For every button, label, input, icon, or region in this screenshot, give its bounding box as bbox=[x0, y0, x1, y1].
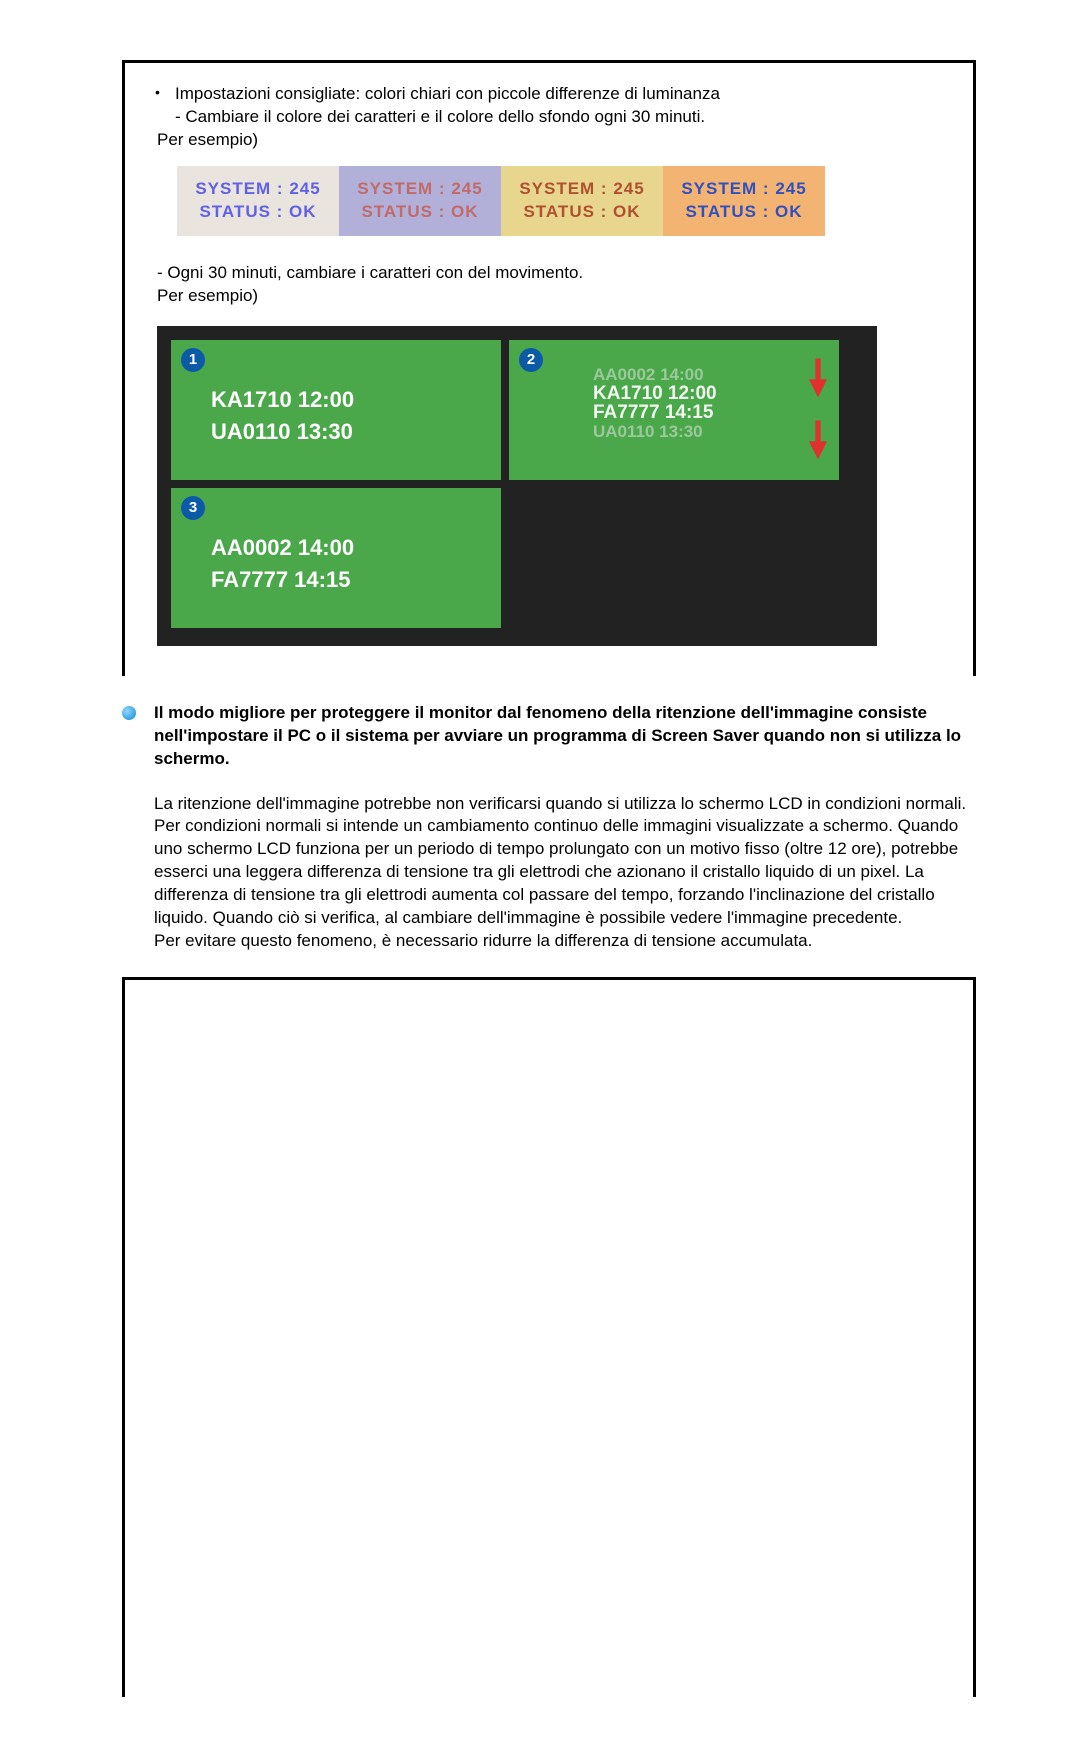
example-label-2: Per esempio) bbox=[157, 285, 955, 308]
color-box-1: SYSTEM : 245 STATUS : OK bbox=[177, 166, 339, 236]
scroll-arrows bbox=[805, 358, 831, 460]
panel-lines: AA0002 14:00 FA7777 14:15 bbox=[211, 532, 354, 596]
sys-text: SYSTEM : 245 bbox=[357, 178, 482, 201]
page: Impostazioni consigliate: colori chiari … bbox=[0, 0, 1080, 1737]
line-change-chars: - Ogni 30 minuti, cambiare i caratteri c… bbox=[157, 262, 955, 285]
flight-line-faded: AA0002 14:00 bbox=[593, 366, 717, 384]
panel-number-2: 2 bbox=[519, 348, 543, 372]
flight-line: KA1710 12:00 bbox=[593, 384, 717, 404]
section-bold-text: Il modo migliore per proteggere il monit… bbox=[154, 702, 976, 771]
flight-line: FA7777 14:15 bbox=[593, 403, 717, 423]
panel-number-1: 1 bbox=[181, 348, 205, 372]
color-example-row: SYSTEM : 245 STATUS : OK SYSTEM : 245 ST… bbox=[177, 166, 955, 236]
flight-line: AA0002 14:00 bbox=[211, 532, 354, 564]
panel-number-3: 3 bbox=[181, 496, 205, 520]
status-text: STATUS : OK bbox=[361, 201, 478, 224]
status-text: STATUS : OK bbox=[523, 201, 640, 224]
panel-spacer bbox=[509, 488, 839, 628]
status-text: STATUS : OK bbox=[199, 201, 316, 224]
flight-line: FA7777 14:15 bbox=[211, 564, 354, 596]
color-box-4: SYSTEM : 245 STATUS : OK bbox=[663, 166, 825, 236]
arrow-down-icon bbox=[805, 420, 831, 460]
sys-text: SYSTEM : 245 bbox=[519, 178, 644, 201]
movement-panel-3: 3 AA0002 14:00 FA7777 14:15 bbox=[171, 488, 501, 628]
section-paragraph: La ritenzione dell'immagine potrebbe non… bbox=[154, 793, 976, 954]
flight-line: KA1710 12:00 bbox=[211, 384, 354, 416]
example-label-1: Per esempio) bbox=[157, 129, 955, 152]
line-change-colors: - Cambiare il colore dei caratteri e il … bbox=[175, 106, 955, 129]
status-text: STATUS : OK bbox=[685, 201, 802, 224]
top-frame: Impostazioni consigliate: colori chiari … bbox=[122, 60, 976, 676]
bullet-icon bbox=[122, 706, 136, 720]
color-box-2: SYSTEM : 245 STATUS : OK bbox=[339, 166, 501, 236]
movement-panel-2: 2 AA0002 14:00 KA1710 12:00 FA7777 14:15… bbox=[509, 340, 839, 480]
bottom-frame bbox=[122, 977, 976, 1697]
sys-text: SYSTEM : 245 bbox=[681, 178, 806, 201]
info-section: Il modo migliore per proteggere il monit… bbox=[122, 702, 976, 953]
panel-lines: AA0002 14:00 KA1710 12:00 FA7777 14:15 U… bbox=[593, 366, 717, 442]
section-header: Il modo migliore per proteggere il monit… bbox=[122, 702, 976, 771]
bullet-recommended: Impostazioni consigliate: colori chiari … bbox=[143, 83, 955, 106]
color-box-3: SYSTEM : 245 STATUS : OK bbox=[501, 166, 663, 236]
arrow-down-icon bbox=[805, 358, 831, 398]
flight-line: UA0110 13:30 bbox=[211, 416, 354, 448]
movement-panel-1: 1 KA1710 12:00 UA0110 13:30 bbox=[171, 340, 501, 480]
panel-lines: KA1710 12:00 UA0110 13:30 bbox=[211, 384, 354, 448]
flight-line-faded: UA0110 13:30 bbox=[593, 423, 717, 441]
movement-example-zone: 1 KA1710 12:00 UA0110 13:30 2 AA0002 14:… bbox=[157, 326, 877, 646]
sys-text: SYSTEM : 245 bbox=[195, 178, 320, 201]
